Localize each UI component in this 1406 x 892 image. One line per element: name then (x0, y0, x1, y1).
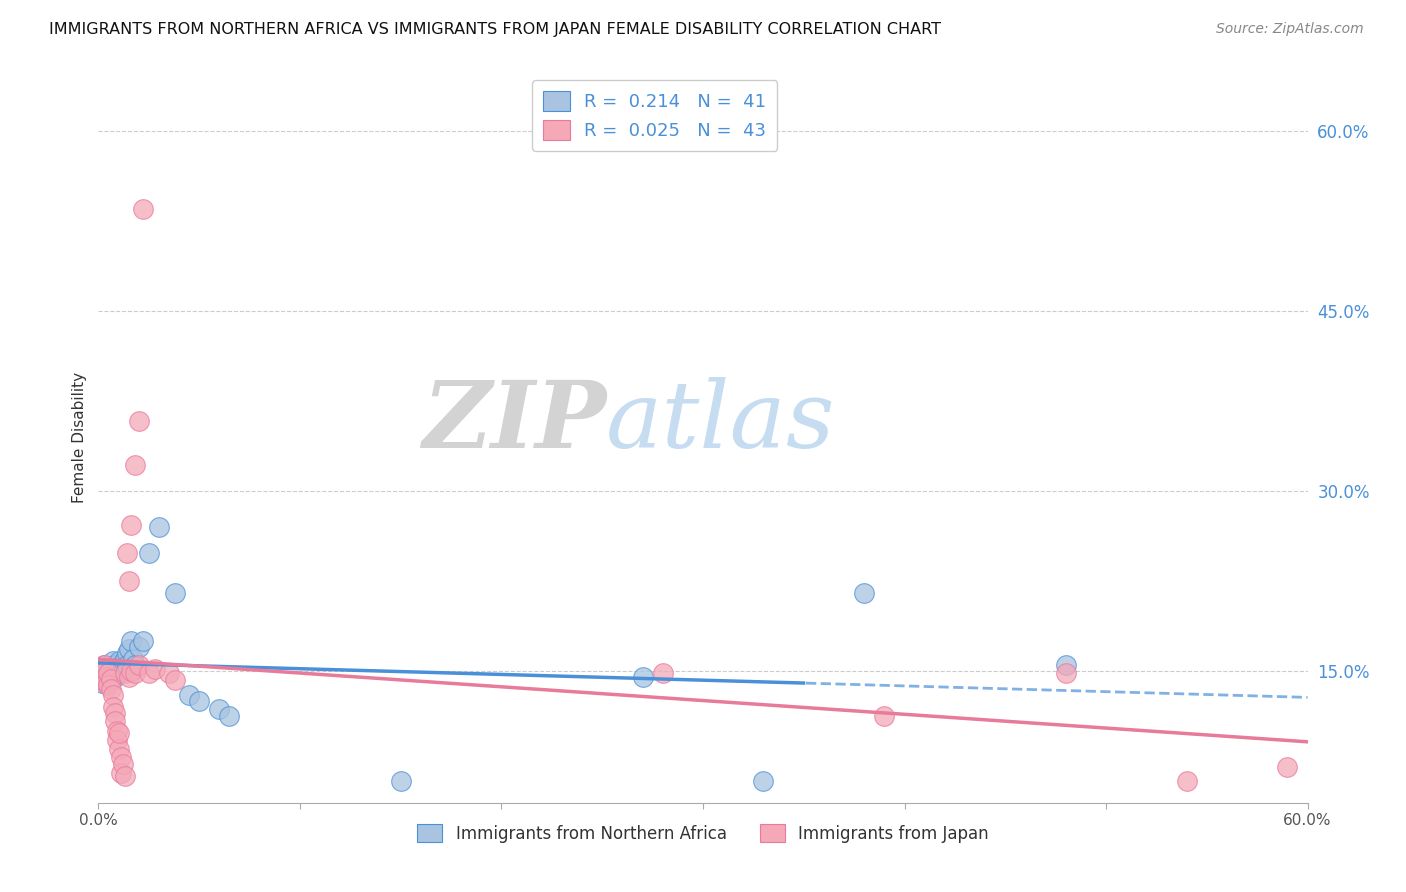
Point (111, 664, 134, 678)
Point (89, 670, 111, 684)
Point (132, 202, 155, 217)
Point (91, 664, 114, 678)
Point (163, 673, 186, 688)
Point (128, 640, 150, 654)
Point (91, 676, 114, 690)
Point (873, 709, 896, 723)
Point (1277, 760, 1299, 774)
Point (128, 657, 150, 672)
Point (97, 666, 120, 681)
Point (103, 706, 125, 720)
Point (115, 646, 138, 660)
Point (115, 657, 138, 672)
Point (110, 750, 132, 764)
Point (114, 652, 136, 666)
Point (111, 757, 134, 772)
Point (157, 666, 180, 681)
Point (120, 517, 142, 532)
Point (100, 673, 122, 687)
Point (651, 666, 673, 681)
Point (120, 634, 142, 648)
Point (93, 666, 115, 681)
Point (121, 652, 143, 666)
Point (110, 657, 132, 672)
Point (101, 688, 124, 702)
Point (97, 667, 120, 681)
Point (148, 520, 170, 534)
Point (631, 670, 654, 684)
Text: Source: ZipAtlas.com: Source: ZipAtlas.com (1216, 22, 1364, 37)
Legend: Immigrants from Northern Africa, Immigrants from Japan: Immigrants from Northern Africa, Immigra… (411, 817, 995, 849)
Point (1175, 774, 1198, 789)
Point (120, 664, 142, 678)
Point (101, 666, 124, 681)
Point (118, 670, 141, 684)
Point (100, 670, 122, 684)
Point (105, 661, 128, 675)
Point (389, 774, 412, 789)
Point (96, 676, 118, 690)
Text: IMMIGRANTS FROM NORTHERN AFRICA VS IMMIGRANTS FROM JAPAN FEMALE DISABILITY CORRE: IMMIGRANTS FROM NORTHERN AFRICA VS IMMIG… (49, 22, 941, 37)
Point (107, 666, 129, 681)
Point (752, 774, 775, 789)
Point (163, 586, 186, 600)
Point (208, 702, 231, 716)
Point (138, 666, 160, 681)
Point (1054, 657, 1077, 672)
Point (188, 694, 211, 708)
Point (114, 769, 136, 783)
Point (103, 714, 125, 729)
Point (124, 458, 146, 472)
Point (100, 681, 122, 696)
Point (91, 673, 114, 688)
Point (138, 546, 160, 560)
Point (103, 670, 125, 684)
Point (101, 699, 124, 714)
Point (97, 676, 120, 690)
Point (105, 723, 128, 738)
Point (103, 657, 125, 672)
Point (853, 586, 876, 600)
Point (107, 726, 129, 740)
Point (97, 678, 120, 692)
Point (114, 666, 136, 681)
Point (93, 657, 115, 672)
Point (1054, 666, 1077, 681)
Point (110, 765, 132, 780)
Point (124, 666, 146, 681)
Point (89, 666, 111, 681)
Y-axis label: Female Disability: Female Disability (72, 371, 87, 503)
Point (105, 733, 128, 747)
Text: ZIP: ZIP (422, 377, 606, 467)
Point (96, 664, 118, 678)
Point (218, 709, 240, 723)
Point (143, 661, 166, 675)
Point (107, 654, 129, 668)
Point (91, 661, 114, 675)
Point (100, 661, 122, 675)
Point (93, 657, 115, 672)
Point (118, 642, 141, 657)
Point (132, 634, 155, 648)
Point (93, 666, 115, 681)
Point (128, 415, 150, 429)
Point (96, 670, 118, 684)
Point (179, 688, 201, 702)
Text: atlas: atlas (606, 377, 835, 467)
Point (96, 673, 118, 687)
Point (124, 657, 146, 672)
Point (115, 546, 138, 560)
Point (101, 654, 124, 668)
Point (107, 742, 129, 756)
Point (118, 574, 141, 588)
